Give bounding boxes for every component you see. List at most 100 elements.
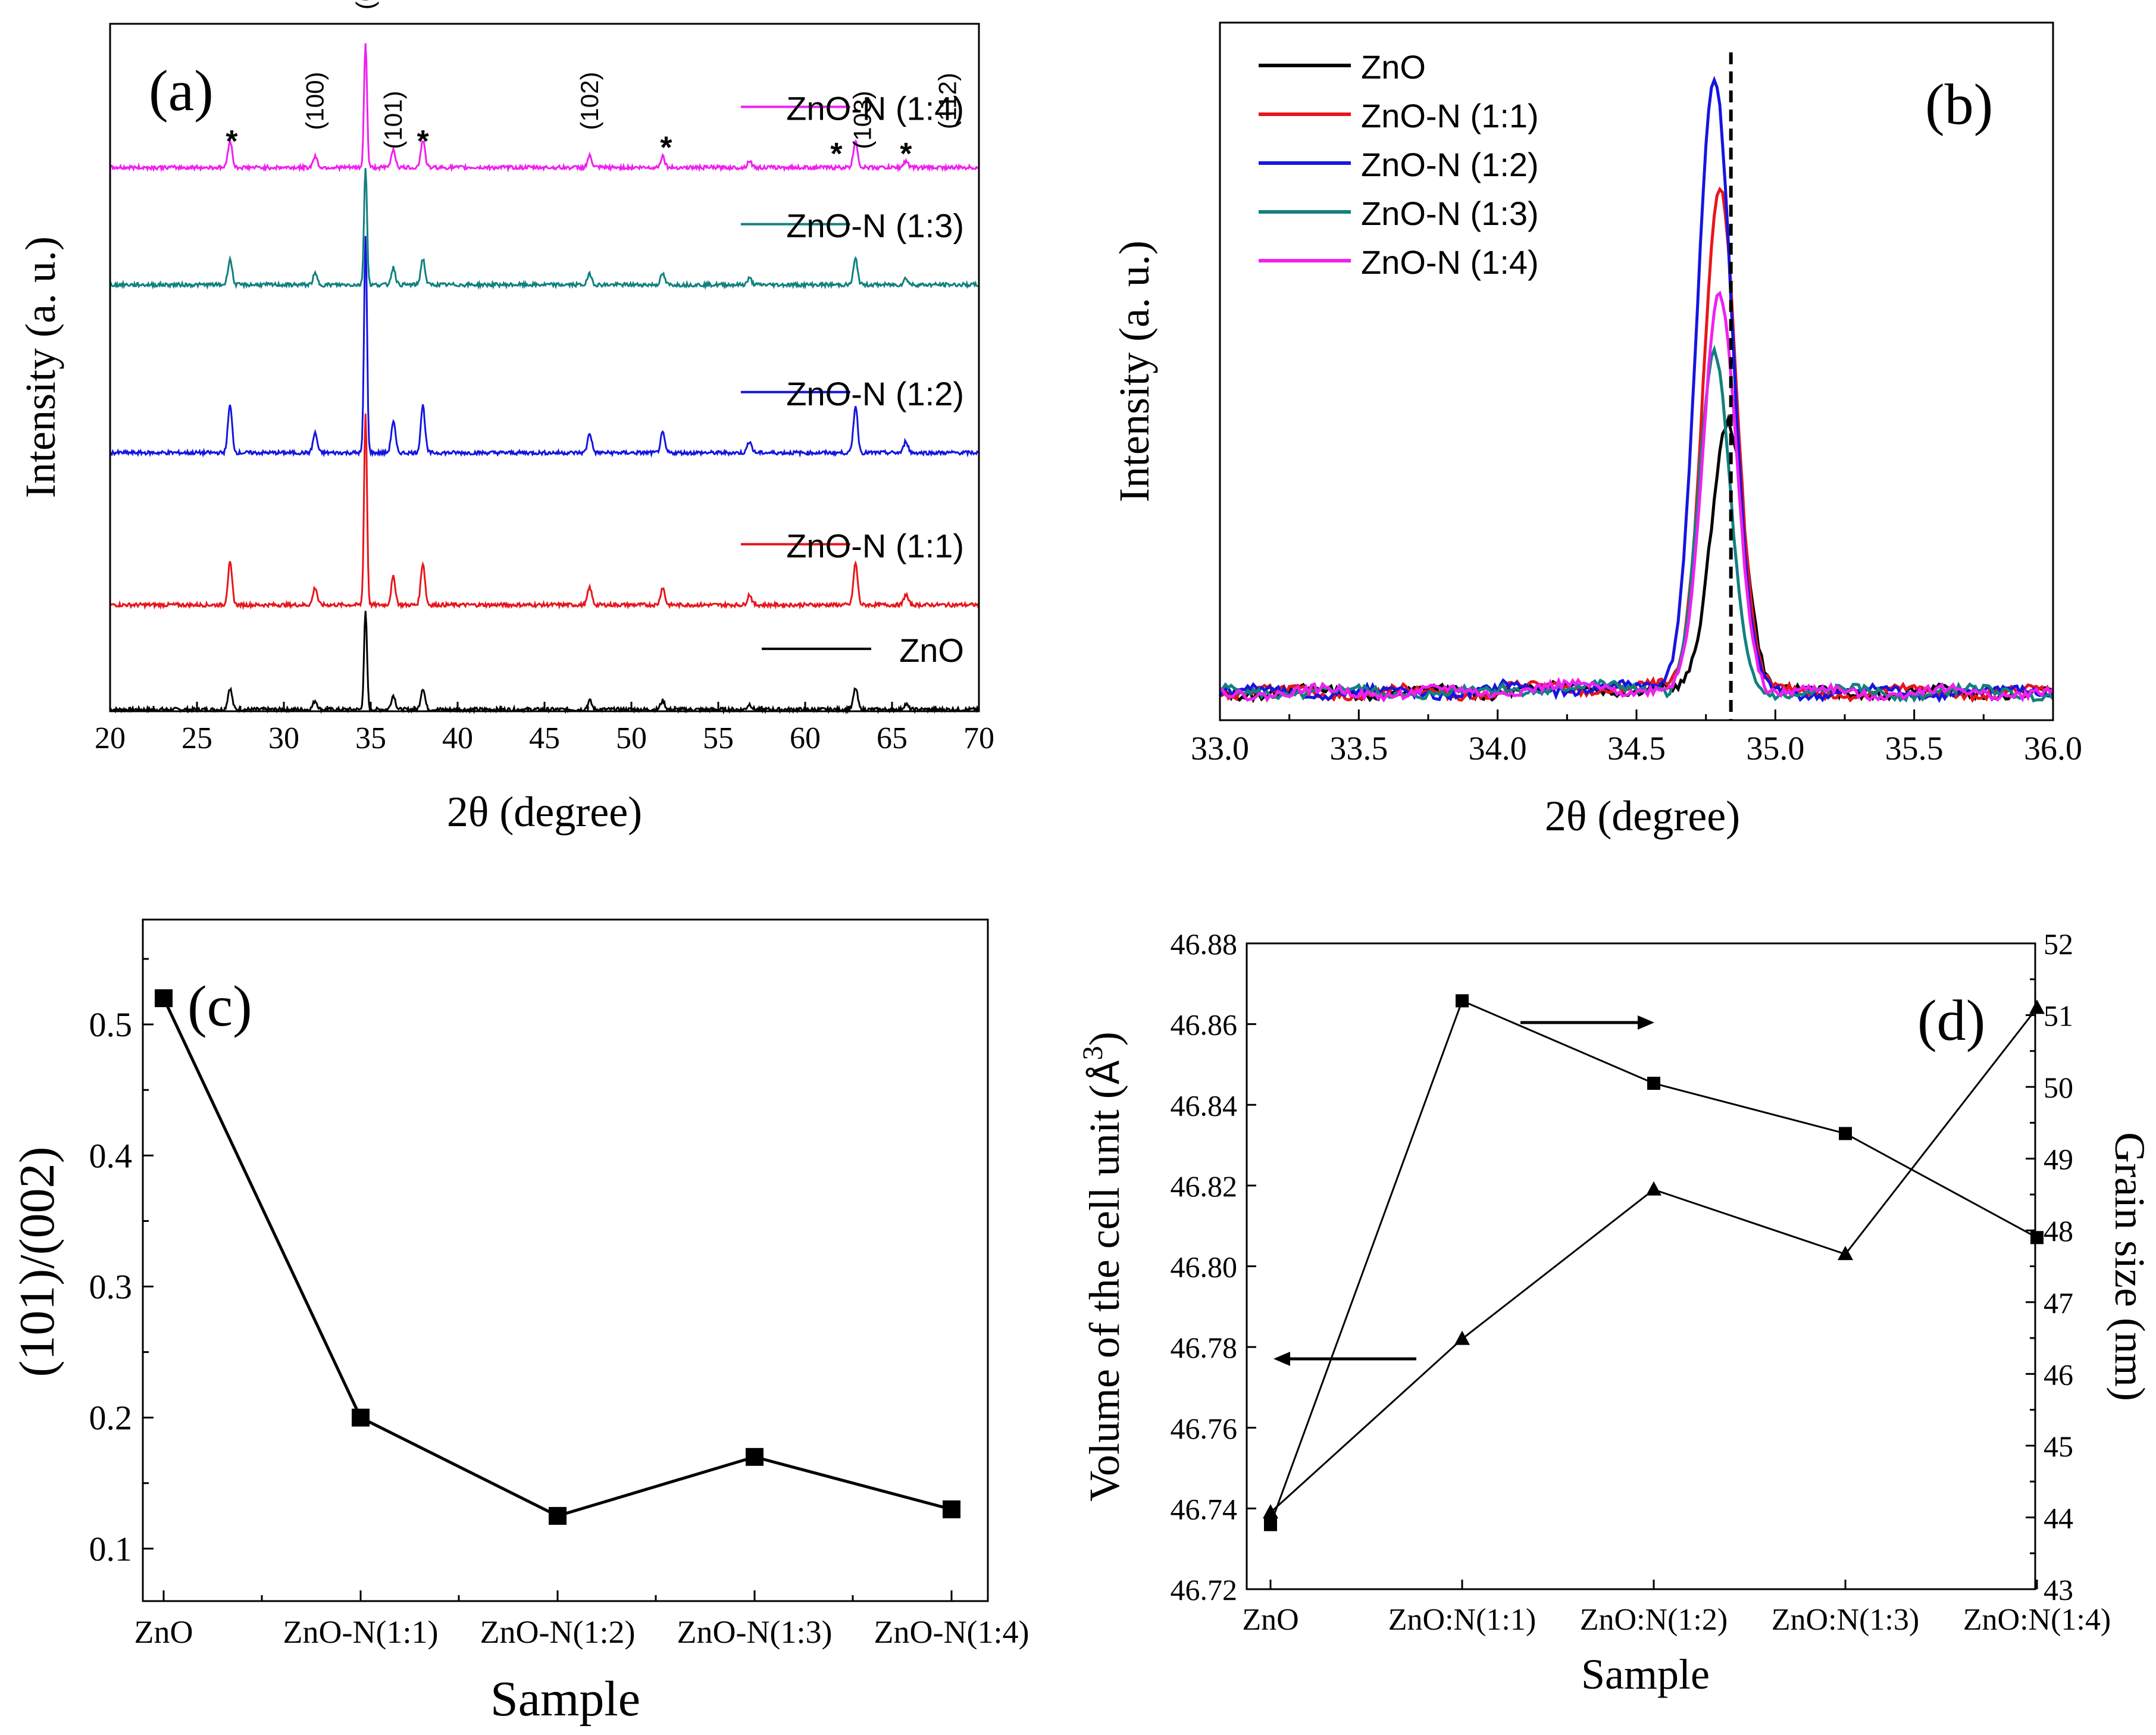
panel-b: ZnO ZnO-N (1:1) ZnO-N (1:2) ZnO-N (1:3) ZnO-… [1110, 21, 2082, 840]
panel-d-left-ytick-label: 46.82 [1171, 1170, 1238, 1203]
panel-d-left-ytick-label: 46.76 [1171, 1412, 1238, 1445]
panel-d-point-grain-size [2030, 1231, 2044, 1245]
panel-c-x-ticks: ZnO ZnO-N(1:1) ZnO-N(1:2) ZnO-N(1:3) ZnO-N(1… [134, 1590, 1030, 1650]
panel-d-point-grain-size [1456, 994, 1469, 1008]
panel-c-ylabel: (101)/(002) [10, 1146, 65, 1377]
panel-a-annotation-star: * [226, 124, 238, 159]
panel-a-annotation-star: * [830, 137, 843, 171]
panel-c-xlabel: Sample [490, 1671, 640, 1727]
panel-b-legend-label-zno-n-1-4: ZnO-N (1:4) [1361, 243, 1539, 281]
panel-a-legend-label-zno-n-1-3: ZnO-N (1:3) [786, 207, 964, 245]
panel-d-xtick-label: ZnO [1242, 1603, 1298, 1637]
panel-c: 0.10.20.30.40.5 ZnO ZnO-N(1:1) ZnO-N(1:2) Z… [10, 918, 1030, 1727]
panel-a-xtick-label: 30 [268, 721, 299, 755]
panel-d-left-ytick-label: 46.86 [1171, 1008, 1238, 1042]
panel-d-right-ytick-label: 49 [2044, 1143, 2073, 1176]
panel-a-xtick-label: 25 [182, 721, 212, 755]
panel-d-xtick-label: ZnO:N(1:1) [1388, 1603, 1536, 1637]
panel-c-point-zno-n-1-4 [943, 1500, 960, 1518]
panel-b-series-zno [1219, 414, 2054, 704]
panel-b-ylabel: Intensity (a. u.) [1110, 240, 1158, 502]
panel-a-legend-label-zno-n-1-2: ZnO-N (1:2) [786, 375, 964, 412]
panel-d-point-grain-size [1647, 1077, 1660, 1090]
panel-d: 46.72 46.74 46.76 46.78 46.80 46.82 46.84 46.86… [1077, 927, 2154, 1698]
panel-a-label: (a) [149, 59, 214, 123]
panel-b-data [1218, 76, 2055, 704]
panel-a-xtick-label: 40 [442, 721, 473, 755]
panel-c-xtick-label: ZnO-N(1:3) [677, 1614, 833, 1650]
panel-b-x-ticks: 33.0 33.5 34.0 34.5 35.0 35.5 36.0 [1191, 709, 2082, 767]
panel-c-xtick-label: ZnO-N(1:4) [874, 1614, 1030, 1650]
panel-d-left-ytick-label: 46.84 [1171, 1089, 1238, 1122]
panel-d-point-grain-size [1264, 1518, 1277, 1531]
panel-b-label: (b) [1925, 73, 1993, 137]
panel-b-xtick-label: 35.5 [1885, 730, 1944, 767]
panel-d-ylabel-right: Grain size (nm) [2106, 1132, 2154, 1401]
panel-d-ylabel-left: Volume of the cell unit (Å3) [1077, 1031, 1128, 1502]
panel-a-annotation-star: * [660, 130, 672, 165]
panel-d-point-volume-of-the-cell-unit [2029, 999, 2045, 1014]
panel-a-xtick-label: 50 [616, 721, 647, 755]
panel-a-xtick-label: 65 [877, 721, 908, 755]
panel-a-annotation-100: (100) [301, 72, 329, 130]
panel-a-series-zno [109, 611, 980, 715]
panel-b-xtick-label: 34.0 [1469, 730, 1527, 767]
panel-d-left-ytick-label: 46.78 [1171, 1331, 1238, 1364]
panel-d-point-volume-of-the-cell-unit [1454, 1330, 1470, 1345]
panel-d-right-ytick-label: 44 [2044, 1501, 2073, 1534]
panel-b-legend-label-zno-n-1-3: ZnO-N (1:3) [1361, 195, 1539, 232]
panel-b-legend-label-zno-n-1-1: ZnO-N (1:1) [1361, 97, 1539, 135]
panel-d-right-ytick-label: 45 [2044, 1430, 2073, 1463]
panel-d-point-volume-of-the-cell-unit [1838, 1246, 1853, 1261]
panel-c-xtick-label: ZnO-N(1:2) [480, 1614, 636, 1650]
panel-a-x-ticks: 20 25 30 35 40 45 50 55 60 65 70 [95, 702, 994, 755]
panel-a-xtick-label: 20 [95, 721, 126, 755]
panel-d-xtick-label: ZnO:N(1:2) [1580, 1603, 1728, 1637]
panel-b-legend-label-zno-n-1-2: ZnO-N (1:2) [1361, 146, 1539, 183]
panel-a-legend-label-zno-n-1-1: ZnO-N (1:1) [786, 527, 964, 564]
panel-b-legend: ZnO ZnO-N (1:1) ZnO-N (1:2) ZnO-N (1:3) ZnO-… [1259, 48, 1539, 281]
panel-d-left-ytick-label: 46.88 [1171, 927, 1238, 961]
panel-a-peak-annotations: (100) (002) (101) (102) (103) (112) * * * * * [226, 0, 961, 171]
panel-a-legend-label-zno: ZnO [899, 632, 964, 669]
panel-c-ytick-label: 0.2 [89, 1399, 133, 1437]
panel-a: ZnO ZnO-N (1:1) ZnO-N (1:2) ZnO-N (1:3) ZnO-… [17, 0, 994, 836]
panel-c-xtick-label: ZnO [134, 1614, 193, 1650]
panel-b-legend-label-zno: ZnO [1361, 48, 1426, 86]
panel-d-left-y-ticks: 46.72 46.74 46.76 46.78 46.80 46.82 46.84 46.86… [1171, 927, 1256, 1606]
panel-c-ytick-label: 0.5 [89, 1005, 133, 1044]
panel-d-xtick-label: ZnO:N(1:4) [1963, 1603, 2111, 1637]
panel-c-point-zno-n-1-3 [746, 1448, 763, 1466]
panel-d-point-grain-size [1839, 1127, 1852, 1140]
panel-a-series-zno-n-1-1 [109, 413, 980, 611]
panel-d-right-ytick-label: 52 [2044, 927, 2073, 961]
panel-d-xlabel: Sample [1581, 1650, 1710, 1698]
panel-a-legend-label-zno-n-1-4: ZnO-N (1:4) [786, 90, 964, 127]
panel-c-point-zno-n-1-2 [549, 1506, 567, 1525]
panel-a-annotation-101: (101) [379, 91, 407, 149]
panel-c-ytick-label: 0.4 [89, 1136, 133, 1175]
panel-b-series-zno-n-1-1 [1219, 186, 2054, 704]
panel-a-annotation-102: (102) [575, 72, 603, 130]
panel-d-point-volume-of-the-cell-unit [1646, 1181, 1661, 1196]
panel-d-right-ytick-label: 51 [2044, 999, 2073, 1033]
panel-a-legend: ZnO ZnO-N (1:1) ZnO-N (1:2) ZnO-N (1:3) ZnO-… [740, 90, 964, 669]
panel-a-annotation-002: (002) [351, 0, 379, 10]
panel-d-right-ytick-label: 46 [2044, 1358, 2073, 1391]
panel-c-series-line [162, 998, 952, 1518]
panel-d-right-ytick-label: 43 [2044, 1573, 2073, 1606]
panel-a-annotation-103: (103) [848, 91, 876, 149]
panel-a-data [109, 43, 980, 715]
panel-b-series-zno-n-1-3 [1219, 345, 2054, 704]
panel-d-x-ticks: ZnO ZnO:N(1:1) ZnO:N(1:2) ZnO:N(1:3) ZnO:N(1… [1242, 1580, 2111, 1637]
panel-c-label: (c) [187, 974, 252, 1039]
panel-d-right-arrow [1520, 1015, 1654, 1030]
panel-d-right-ytick-label: 50 [2044, 1071, 2073, 1104]
panel-d-label: (d) [1917, 989, 1985, 1053]
panel-b-xtick-label: 34.5 [1607, 730, 1666, 767]
panel-a-series-zno-n-1-2 [109, 236, 980, 458]
panel-a-xtick-label: 70 [963, 721, 994, 755]
panel-b-series-zno-n-1-4 [1219, 290, 2055, 703]
panel-a-annotation-112: (112) [933, 73, 961, 129]
panel-c-point-zno-n-1-1 [352, 1408, 370, 1427]
